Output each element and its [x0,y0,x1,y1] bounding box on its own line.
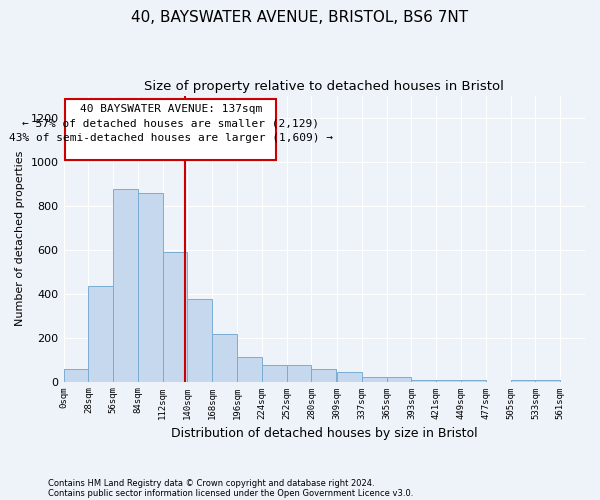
Bar [187,299,212,382]
X-axis label: Distribution of detached houses by size in Bristol: Distribution of detached houses by size … [171,427,478,440]
Text: Contains public sector information licensed under the Open Government Licence v3: Contains public sector information licen… [48,488,413,498]
Bar [212,334,237,382]
Bar [337,372,362,382]
Bar [511,380,535,382]
Bar [362,377,386,382]
Bar [311,370,336,382]
Bar [138,194,163,382]
Bar [287,365,311,382]
Title: Size of property relative to detached houses in Bristol: Size of property relative to detached ho… [145,80,504,93]
Bar [436,380,461,382]
Bar [65,99,276,160]
Bar [386,377,412,382]
Bar [535,380,560,382]
Text: 40 BAYSWATER AVENUE: 137sqm: 40 BAYSWATER AVENUE: 137sqm [80,104,262,115]
Text: ← 57% of detached houses are smaller (2,129): ← 57% of detached houses are smaller (2,… [22,118,319,128]
Bar [113,189,138,382]
Bar [64,370,88,382]
Text: Contains HM Land Registry data © Crown copyright and database right 2024.: Contains HM Land Registry data © Crown c… [48,478,374,488]
Bar [412,380,436,382]
Y-axis label: Number of detached properties: Number of detached properties [15,151,25,326]
Bar [237,358,262,382]
Bar [88,286,113,382]
Text: 43% of semi-detached houses are larger (1,609) →: 43% of semi-detached houses are larger (… [8,133,332,143]
Bar [163,252,187,382]
Text: 40, BAYSWATER AVENUE, BRISTOL, BS6 7NT: 40, BAYSWATER AVENUE, BRISTOL, BS6 7NT [131,10,469,25]
Bar [461,380,486,382]
Bar [262,365,287,382]
